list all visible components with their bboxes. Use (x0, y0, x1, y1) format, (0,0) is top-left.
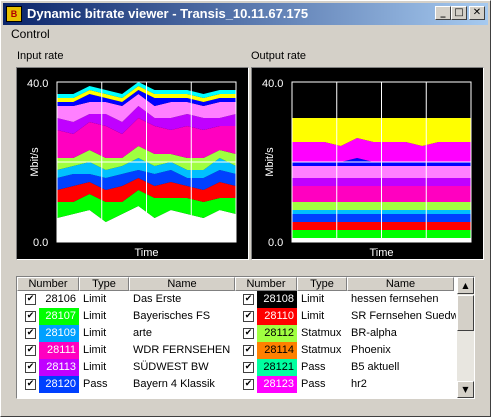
scroll-thumb[interactable] (457, 295, 474, 331)
stream-name: B5 aktuell (351, 361, 400, 373)
stream-name: hr2 (351, 378, 367, 390)
stream-type: Limit (301, 310, 325, 322)
stream-type: Statmux (301, 344, 342, 356)
stream-type: Limit (301, 293, 325, 305)
stream-checkbox[interactable]: ✔ (243, 294, 254, 305)
y-tick-label-max: 40.0 (27, 78, 48, 90)
input-rate-label: Input rate (17, 50, 64, 62)
stream-number: 28110 (257, 308, 297, 325)
plot-frame (291, 81, 472, 243)
stream-name: hessen fernsehen (351, 293, 439, 305)
app-icon[interactable]: B (6, 6, 22, 22)
table-row[interactable]: ✔ 28111 Limit WDR FERNSEHEN ✔ 28114 Statmux Pho… (17, 342, 454, 359)
table-row[interactable]: ✔ 28106 Limit Das Erste ✔ 28108 Limit hessen fe… (17, 291, 454, 308)
col-name-left[interactable]: Name (129, 277, 235, 291)
stream-number: 28109 (39, 325, 79, 342)
col-name-right[interactable]: Name (347, 277, 454, 291)
stream-type: Limit (83, 310, 107, 322)
table-row[interactable]: ✔ 28120 Pass Bayern 4 Klassik ✔ 28123 Pass hr2 (17, 376, 454, 393)
menu-control[interactable]: Control (11, 27, 50, 41)
stream-type: Limit (83, 293, 107, 305)
stream-checkbox[interactable]: ✔ (25, 311, 36, 322)
stream-checkbox[interactable]: ✔ (25, 328, 36, 339)
stream-number: 28114 (257, 342, 297, 359)
minimize-button[interactable]: _ (435, 6, 451, 20)
stream-name: WDR FERNSEHEN (133, 344, 231, 356)
table-header: Number Type Name Number Type Name (17, 277, 454, 291)
stream-type: Statmux (301, 327, 342, 339)
stream-name: Phoenix (351, 344, 391, 356)
stream-checkbox[interactable]: ✔ (25, 294, 36, 305)
output-rate-chart-svg: 40.0 0.0 Mbit/s Time (262, 78, 472, 259)
col-type-left[interactable]: Type (79, 277, 129, 291)
scroll-up-button[interactable]: ▲ (457, 277, 474, 294)
stream-name: SÜDWEST BW (133, 361, 209, 373)
table-row[interactable]: ✔ 28113 Limit SÜDWEST BW ✔ 28121 Pass B5 aktuel… (17, 359, 454, 376)
stream-number: 28121 (257, 359, 297, 376)
stream-number: 28113 (39, 359, 79, 376)
stream-type: Pass (301, 378, 326, 390)
y-tick-label-max: 40.0 (262, 78, 283, 90)
y-axis-label: Mbit/s (264, 147, 276, 177)
stream-checkbox[interactable]: ✔ (25, 345, 36, 356)
stream-table: Number Type Name Number Type Name ✔ 28106… (16, 276, 475, 399)
stream-number: 28111 (39, 342, 79, 359)
stream-name: Bayern 4 Klassik (133, 378, 215, 390)
maximize-button[interactable]: □ (451, 6, 467, 20)
col-number-right[interactable]: Number (235, 277, 297, 291)
stream-checkbox[interactable]: ✔ (243, 345, 254, 356)
stream-checkbox[interactable]: ✔ (25, 379, 36, 390)
vertical-scrollbar[interactable]: ▲ ▼ (457, 277, 474, 398)
output-rate-label: Output rate (251, 50, 307, 62)
stream-number: 28107 (39, 308, 79, 325)
stream-number: 28108 (257, 291, 297, 308)
stream-type: Limit (83, 344, 107, 356)
y-tick-label-min: 0.0 (33, 237, 48, 249)
stream-number: 28123 (257, 376, 297, 393)
stream-name: Das Erste (133, 293, 182, 305)
plot-frame (56, 81, 237, 243)
title-bar[interactable]: B Dynamic bitrate viewer - Transis_10.11… (3, 3, 488, 25)
stream-checkbox[interactable]: ✔ (243, 362, 254, 373)
y-axis-label: Mbit/s (29, 147, 41, 177)
stream-checkbox[interactable]: ✔ (243, 328, 254, 339)
y-tick-label-min: 0.0 (268, 237, 283, 249)
stream-checkbox[interactable]: ✔ (243, 379, 254, 390)
stream-name: SR Fernsehen Suedwest (351, 310, 456, 322)
scroll-down-button[interactable]: ▼ (457, 381, 474, 398)
output-rate-chart: 40.0 0.0 Mbit/s Time (251, 67, 484, 260)
menu-bar: Control (3, 26, 488, 44)
stream-number: 28112 (257, 325, 297, 342)
stream-name: BR-alpha (351, 327, 397, 339)
stream-number: 28106 (39, 291, 79, 308)
stream-name: arte (133, 327, 152, 339)
input-rate-chart-svg: 40.0 0.0 Mbit/s Time (27, 78, 237, 259)
window-title: Dynamic bitrate viewer - Transis_10.11.6… (27, 6, 309, 21)
x-axis-label: Time (134, 247, 158, 259)
stream-number: 28120 (39, 376, 79, 393)
x-axis-label: Time (369, 247, 393, 259)
stream-type: Pass (301, 361, 326, 373)
col-type-right[interactable]: Type (297, 277, 347, 291)
stream-type: Limit (83, 361, 107, 373)
stream-checkbox[interactable]: ✔ (25, 362, 36, 373)
table-row[interactable]: ✔ 28109 Limit arte ✔ 28112 Statmux BR-alpha (17, 325, 454, 342)
stream-name: Bayerisches FS (133, 310, 211, 322)
stream-checkbox[interactable]: ✔ (243, 311, 254, 322)
table-row[interactable]: ✔ 28107 Limit Bayerisches FS ✔ 28110 Limit SR F… (17, 308, 456, 325)
stream-type: Pass (83, 378, 108, 390)
close-button[interactable]: ✕ (469, 6, 485, 20)
stream-type: Limit (83, 327, 107, 339)
input-rate-chart: 40.0 0.0 Mbit/s Time (16, 67, 249, 260)
col-number-left[interactable]: Number (17, 277, 79, 291)
